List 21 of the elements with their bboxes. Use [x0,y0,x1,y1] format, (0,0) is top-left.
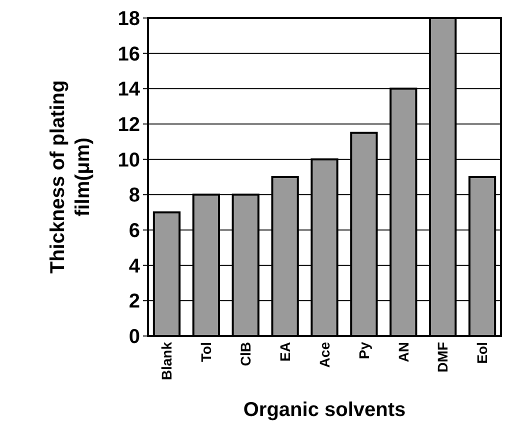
y-tick-label: 2 [128,290,140,313]
y-tick-label: 14 [118,78,141,101]
y-tick-label: 18 [118,8,140,30]
x-tick-label: Tol [198,342,214,362]
y-tick-label: 4 [128,255,141,278]
x-tick-label: Eol [474,342,490,364]
x-tick-label: DMF [434,342,451,372]
y-tick-label: 0 [128,326,140,348]
y-tick-label: 8 [128,184,140,207]
x-axis-title: Organic solvents [243,399,406,421]
y-axis-title: Thickness of plating film(μm) [47,80,94,274]
y-tick-label: 10 [118,149,140,172]
x-tick-label: Blank [158,342,175,380]
x-tick-label: Ace [316,342,332,368]
x-tick-label: ClB [238,342,254,366]
y-tick-label: 16 [118,43,140,66]
y-tick-label: 12 [118,114,140,136]
y-tick-label: 6 [128,220,140,242]
x-tick-label: AN [395,342,412,362]
x-tick-label: EA [276,342,293,362]
x-tick-label: Py [356,342,372,360]
